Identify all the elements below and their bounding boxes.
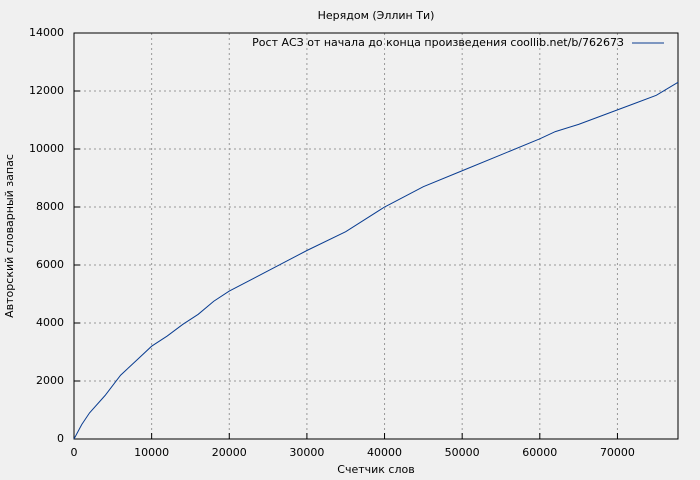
y-tick-label: 0 [57,432,64,445]
y-tick-label: 12000 [29,84,64,97]
y-axis-label: Авторский словарный запас [3,154,16,318]
chart-title: Нерядом (Эллин Ти) [318,9,435,22]
x-tick-label: 10000 [134,446,169,459]
data-line [73,81,679,440]
y-tick-label: 8000 [36,200,64,213]
legend-label: Рост АСЗ от начала до конца произведения… [252,36,624,49]
x-axis-label: Счетчик слов [337,463,414,476]
y-tick-label: 10000 [29,142,64,155]
x-tick-label: 0 [71,446,78,459]
x-tick-label: 30000 [289,446,324,459]
x-tick-label: 40000 [367,446,402,459]
y-tick-label: 6000 [36,258,64,271]
x-tick-label: 60000 [522,446,557,459]
x-tick-label: 20000 [212,446,247,459]
x-tick-label: 50000 [445,446,480,459]
y-tick-label: 14000 [29,26,64,39]
x-tick-label: 70000 [600,446,635,459]
y-tick-label: 2000 [36,374,64,387]
y-tick-label: 4000 [36,316,64,329]
plot-frame [73,32,679,440]
